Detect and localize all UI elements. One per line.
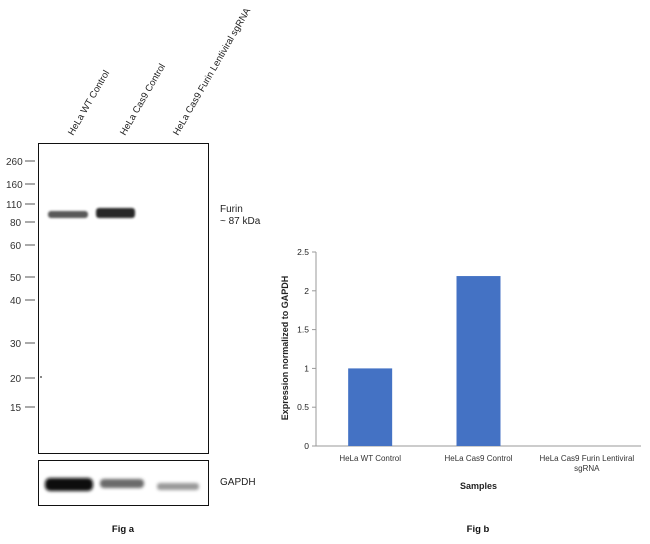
- blot-membrane: [38, 143, 209, 454]
- x-tick-label-3: HeLa Cas9 Furin Lentiviral: [539, 454, 634, 463]
- x-axis-title: Samples: [460, 481, 497, 491]
- furin-band-lane-2: [96, 208, 135, 218]
- mw-label-160: 160: [6, 180, 23, 191]
- mw-label-60: 60: [10, 241, 22, 252]
- fig-b-caption: Fig b: [467, 524, 490, 535]
- target-label: Furin: [220, 204, 243, 215]
- mw-label-260: 260: [6, 157, 23, 168]
- y-tick-label: 2.5: [297, 247, 309, 257]
- lane-label-1: HeLa WT Control: [66, 69, 112, 138]
- mw-label-110: 110: [6, 200, 22, 211]
- furin-band-lane-1: [48, 211, 88, 218]
- speck: [40, 376, 42, 378]
- gapdh-band-lane-2: [100, 479, 144, 488]
- bar-1: [348, 368, 393, 446]
- mw-marker-ladder: 260 160 110 80 60 50 40 30 20 15: [6, 157, 35, 414]
- loading-control-label: GAPDH: [220, 477, 256, 488]
- mw-label-50: 50: [10, 273, 22, 284]
- x-tick-label-1: HeLa WT Control: [339, 454, 401, 463]
- target-size-label: ~ 87 kDa: [220, 216, 261, 227]
- lane-label-2: HeLa Cas9 Control: [118, 62, 168, 137]
- bar-chart: 0 0.5 1 1.5 2 2.5 HeLa WT Control HeLa Cas9 Con…: [280, 247, 641, 491]
- mw-label-40: 40: [10, 296, 22, 307]
- y-tick-label: 1: [304, 363, 309, 373]
- y-axis-title: Expression normalized to GAPDH: [280, 276, 290, 421]
- mw-label-15: 15: [10, 403, 22, 414]
- x-tick-label-2: HeLa Cas9 Control: [444, 454, 512, 463]
- gapdh-band-lane-3: [157, 483, 199, 490]
- y-tick-label: 0: [304, 441, 309, 451]
- y-tick-label: 2: [304, 286, 309, 296]
- mw-label-20: 20: [10, 374, 22, 385]
- lane-label-3: HeLa Cas9 Furin Lentiviral sgRNA: [171, 6, 253, 138]
- y-tick-label: 0.5: [297, 402, 309, 412]
- bar-2: [456, 276, 501, 446]
- gapdh-band-lane-1: [45, 478, 93, 491]
- western-blot-panel: HeLa WT Control HeLa Cas9 Control HeLa C…: [6, 6, 261, 535]
- y-tick-label: 1.5: [297, 325, 309, 335]
- mw-label-80: 80: [10, 218, 22, 229]
- x-tick-label-3: sgRNA: [574, 464, 600, 473]
- mw-label-30: 30: [10, 339, 22, 350]
- fig-a-caption: Fig a: [112, 524, 135, 535]
